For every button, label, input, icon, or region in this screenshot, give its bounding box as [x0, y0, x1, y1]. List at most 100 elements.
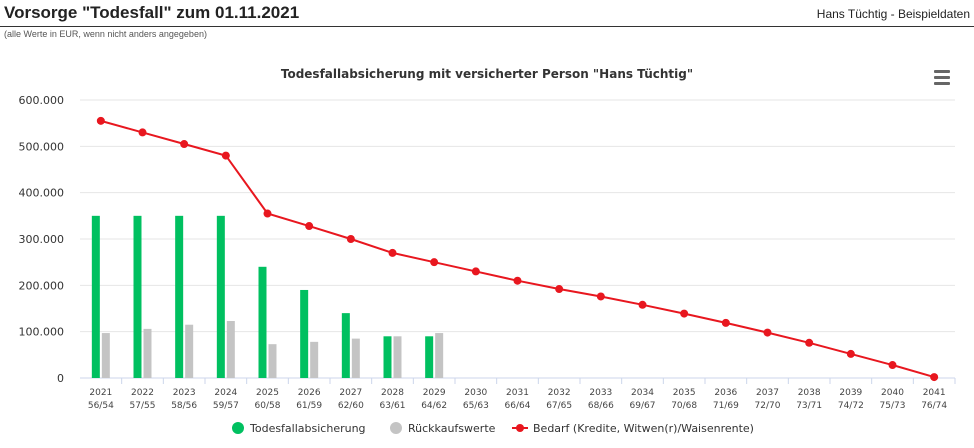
x-tick-label: 2021: [89, 388, 112, 398]
y-tick-label: 0: [57, 372, 64, 385]
bedarf-point[interactable]: [680, 309, 689, 318]
hamburger-menu-icon[interactable]: [932, 70, 952, 88]
legend-label: Rückkaufswerte: [408, 422, 496, 435]
x-tick-sublabel: 56/54: [88, 401, 114, 411]
bar-todesfallabsicherung[interactable]: [383, 336, 392, 378]
legend-label: Bedarf (Kredite, Witwen(r)/Waisenrente): [533, 422, 754, 435]
bedarf-point[interactable]: [596, 292, 605, 301]
x-tick-label: 2022: [131, 388, 154, 398]
x-tick-label: 2027: [339, 388, 362, 398]
bar-rueckkaufswert[interactable]: [393, 336, 402, 378]
x-tick-sublabel: 70/68: [671, 401, 697, 411]
x-tick-sublabel: 74/72: [838, 401, 864, 411]
bedarf-point[interactable]: [305, 222, 314, 231]
bar-rueckkaufswert[interactable]: [226, 321, 235, 378]
y-axis: 0 100.000 200.000 300.000 400.000 500.000 600.…: [19, 94, 65, 385]
x-tick-label: 2038: [798, 388, 821, 398]
bedarf-point[interactable]: [513, 276, 522, 285]
bar-todesfallabsicherung[interactable]: [175, 215, 184, 378]
x-tick-sublabel: 66/64: [505, 401, 531, 411]
y-tick-label: 300.000: [19, 233, 65, 246]
x-tick-sublabel: 67/65: [546, 401, 572, 411]
currency-note: (alle Werte in EUR, wenn nicht anders an…: [4, 29, 207, 39]
bedarf-point[interactable]: [263, 209, 272, 218]
bedarf-point[interactable]: [846, 349, 855, 358]
bar-rueckkaufswert[interactable]: [435, 333, 444, 378]
bar-rueckkaufswert[interactable]: [143, 328, 152, 378]
bar-rueckkaufswert[interactable]: [351, 338, 360, 378]
bedarf-point[interactable]: [388, 248, 397, 257]
bedarf-point[interactable]: [888, 361, 897, 370]
x-tick-sublabel: 62/60: [338, 401, 364, 411]
x-tick-sublabel: 59/57: [213, 401, 239, 411]
bedarf-point[interactable]: [638, 300, 647, 309]
bar-rueckkaufswert[interactable]: [268, 344, 277, 378]
x-tick-label: 2039: [839, 388, 862, 398]
user-label: Hans Tüchtig - Beispieldaten: [816, 7, 970, 21]
x-tick-sublabel: 57/55: [130, 401, 156, 411]
legend-item[interactable]: Todesfallabsicherung: [232, 422, 366, 435]
bedarf-point[interactable]: [96, 116, 105, 125]
bedarf-point[interactable]: [138, 128, 147, 137]
y-tick-label: 400.000: [19, 187, 65, 200]
x-tick-label: 2032: [548, 388, 571, 398]
x-tick-label: 2025: [256, 388, 279, 398]
y-tick-label: 500.000: [19, 140, 65, 153]
bar-todesfallabsicherung[interactable]: [91, 215, 100, 378]
bar-todesfallabsicherung[interactable]: [133, 215, 142, 378]
chart-line: [96, 116, 939, 382]
x-tick-label: 2040: [881, 388, 904, 398]
chart-legend[interactable]: Todesfallabsicherung Rückkaufswerte Bedarf…: [232, 422, 754, 435]
bedarf-point[interactable]: [930, 373, 939, 382]
legend-point-marker: [516, 424, 524, 432]
bar-todesfallabsicherung[interactable]: [300, 289, 309, 378]
legend-item[interactable]: Rückkaufswerte: [390, 422, 496, 435]
x-tick-label: 2023: [173, 388, 196, 398]
y-tick-label: 100.000: [19, 326, 65, 339]
x-tick-label: 2024: [214, 388, 237, 398]
legend-marker: [232, 422, 244, 434]
y-tick-label: 200.000: [19, 279, 65, 292]
x-tick-sublabel: 60/58: [255, 401, 281, 411]
bedarf-point[interactable]: [805, 338, 814, 347]
bar-rueckkaufswert[interactable]: [185, 324, 194, 378]
x-tick-sublabel: 64/62: [421, 401, 447, 411]
bedarf-point[interactable]: [555, 285, 564, 294]
x-tick-sublabel: 58/56: [171, 401, 197, 411]
x-tick-label: 2029: [423, 388, 446, 398]
x-tick-label: 2031: [506, 388, 529, 398]
x-tick-label: 2034: [631, 388, 654, 398]
bar-todesfallabsicherung[interactable]: [425, 336, 434, 378]
bar-rueckkaufswert[interactable]: [101, 333, 110, 378]
bedarf-point[interactable]: [763, 328, 772, 337]
chart-grid: [80, 99, 955, 379]
x-tick-sublabel: 65/63: [463, 401, 489, 411]
legend-label: Todesfallabsicherung: [249, 422, 366, 435]
legend-item[interactable]: Bedarf (Kredite, Witwen(r)/Waisenrente): [512, 422, 754, 435]
bedarf-point[interactable]: [180, 140, 189, 149]
bar-rueckkaufswert[interactable]: [310, 341, 319, 378]
chart-bars: [91, 215, 444, 378]
x-tick-label: 2026: [298, 388, 321, 398]
bedarf-point[interactable]: [346, 235, 355, 243]
page-title: Vorsorge "Todesfall" zum 01.11.2021: [4, 3, 300, 22]
x-tick-sublabel: 68/66: [588, 401, 614, 411]
x-tick-sublabel: 73/71: [796, 401, 822, 411]
bedarf-point[interactable]: [221, 151, 230, 160]
x-axis: 2021 56/54 2022 57/55 2023 58/56 2024 59/57 2025…: [88, 378, 956, 411]
bar-todesfallabsicherung[interactable]: [216, 215, 225, 378]
bedarf-point[interactable]: [721, 318, 730, 327]
bedarf-point[interactable]: [430, 258, 439, 267]
bar-todesfallabsicherung[interactable]: [341, 313, 350, 378]
bedarf-point[interactable]: [471, 267, 480, 276]
bar-todesfallabsicherung[interactable]: [258, 266, 267, 378]
x-tick-label: 2035: [673, 388, 696, 398]
x-tick-label: 2041: [923, 388, 946, 398]
x-tick-sublabel: 71/69: [713, 401, 739, 411]
x-tick-label: 2037: [756, 388, 779, 398]
x-tick-label: 2036: [714, 388, 737, 398]
x-tick-sublabel: 63/61: [380, 401, 406, 411]
y-tick-label: 600.000: [19, 94, 65, 107]
x-tick-label: 2033: [589, 388, 612, 398]
